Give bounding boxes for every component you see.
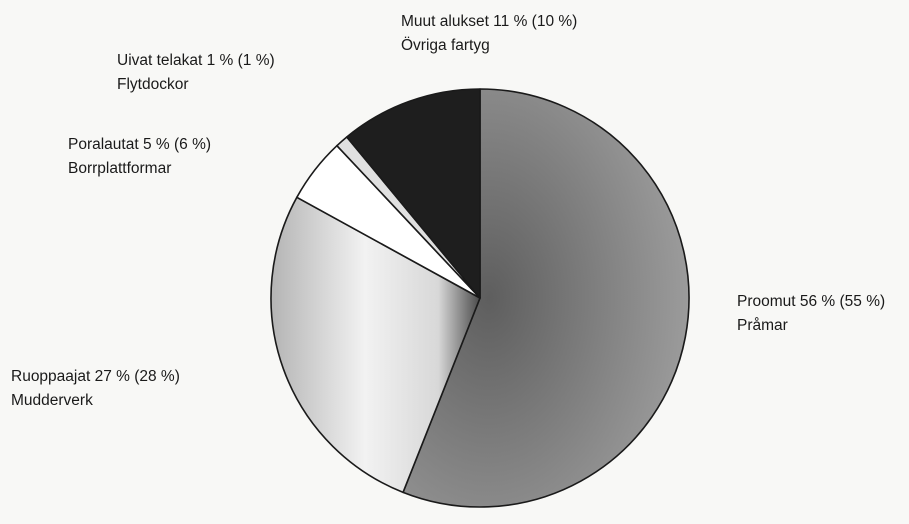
label-poralautat-fi: Poralautat 5 % (6 %)	[68, 136, 212, 153]
label-proomut: Proomut 56 % (55 %) Pråmar	[737, 290, 885, 338]
label-muut-fi: Muut alukset 11 % (10 %)	[401, 13, 578, 30]
label-ruoppaajat: Ruoppaajat 27 % (28 %) Mudderverk	[11, 365, 180, 413]
label-poralautat-sv: Borrplattformar	[68, 160, 172, 177]
label-uivat-fi: Uivat telakat 1 % (1 %)	[117, 52, 275, 69]
label-uivat-sv: Flytdockor	[117, 76, 189, 93]
label-ruoppaajat-fi: Ruoppaajat 27 % (28 %)	[11, 368, 180, 385]
label-poralautat: Poralautat 5 % (6 %) Borrplattformar	[68, 133, 211, 181]
label-muut: Muut alukset 11 % (10 %) Övriga fartyg	[401, 10, 577, 58]
pie-slice-proomut	[402, 88, 690, 508]
label-muut-sv: Övriga fartyg	[401, 37, 490, 54]
label-ruoppaajat-sv: Mudderverk	[11, 392, 93, 409]
label-proomut-sv: Pråmar	[737, 317, 788, 334]
label-proomut-fi: Proomut 56 % (55 %)	[737, 293, 886, 310]
pie-slice-muut	[345, 88, 481, 299]
pie-slice-ruoppaajat	[270, 196, 481, 494]
label-uivat: Uivat telakat 1 % (1 %) Flytdockor	[117, 49, 275, 97]
